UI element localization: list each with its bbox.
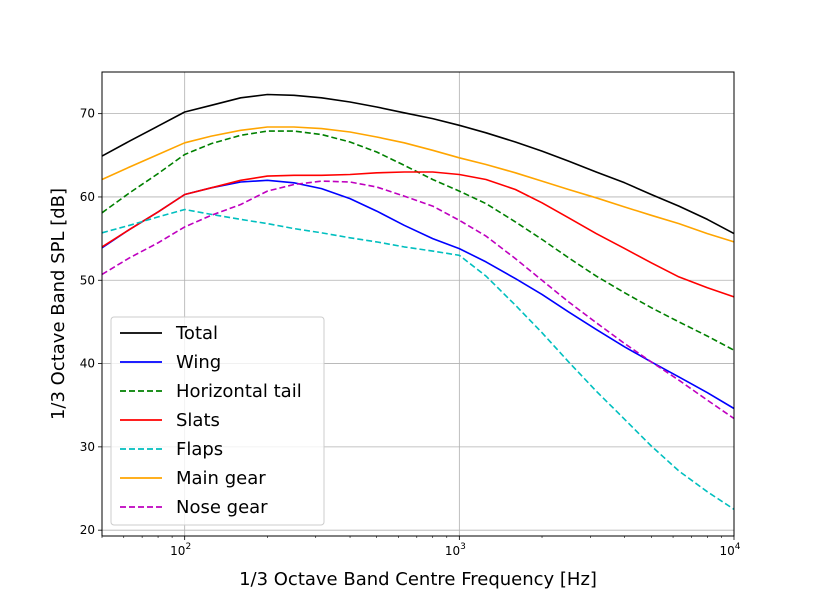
legend-label: Flaps xyxy=(176,439,223,460)
y-tick-label: 60 xyxy=(80,190,95,204)
legend: Total Wing Horizontal tail Slats Flaps Main g… xyxy=(110,316,325,526)
legend-label: Main gear xyxy=(176,468,266,489)
y-axis-title: 1/3 Octave Band SPL [dB] xyxy=(48,188,69,420)
series-line xyxy=(101,171,735,298)
y-tick-label: 70 xyxy=(80,107,95,121)
x-tick-label: 102 xyxy=(170,542,191,558)
series-line xyxy=(101,208,735,510)
series-line xyxy=(101,180,735,420)
legend-label: Total xyxy=(175,323,218,344)
y-tick-label: 40 xyxy=(80,357,95,371)
y-tick-label: 20 xyxy=(80,523,95,537)
axis-ticks: 20 30 40 50 60 70 102 103 104 xyxy=(80,107,741,558)
x-tick-label: 104 xyxy=(719,542,740,558)
plot-frame xyxy=(101,71,735,537)
legend-box xyxy=(110,316,325,526)
legend-label: Wing xyxy=(176,352,221,373)
x-axis-title: 1/3 Octave Band Centre Frequency [Hz] xyxy=(239,569,597,590)
series-line xyxy=(101,93,735,235)
x-tick-label: 103 xyxy=(445,542,466,558)
legend-label: Nose gear xyxy=(176,497,268,518)
y-tick-label: 30 xyxy=(80,440,95,454)
series-lines xyxy=(101,93,735,510)
legend-label: Slats xyxy=(176,410,220,431)
y-tick-label: 50 xyxy=(80,273,95,287)
legend-label: Horizontal tail xyxy=(176,381,302,402)
series-line xyxy=(101,126,735,243)
